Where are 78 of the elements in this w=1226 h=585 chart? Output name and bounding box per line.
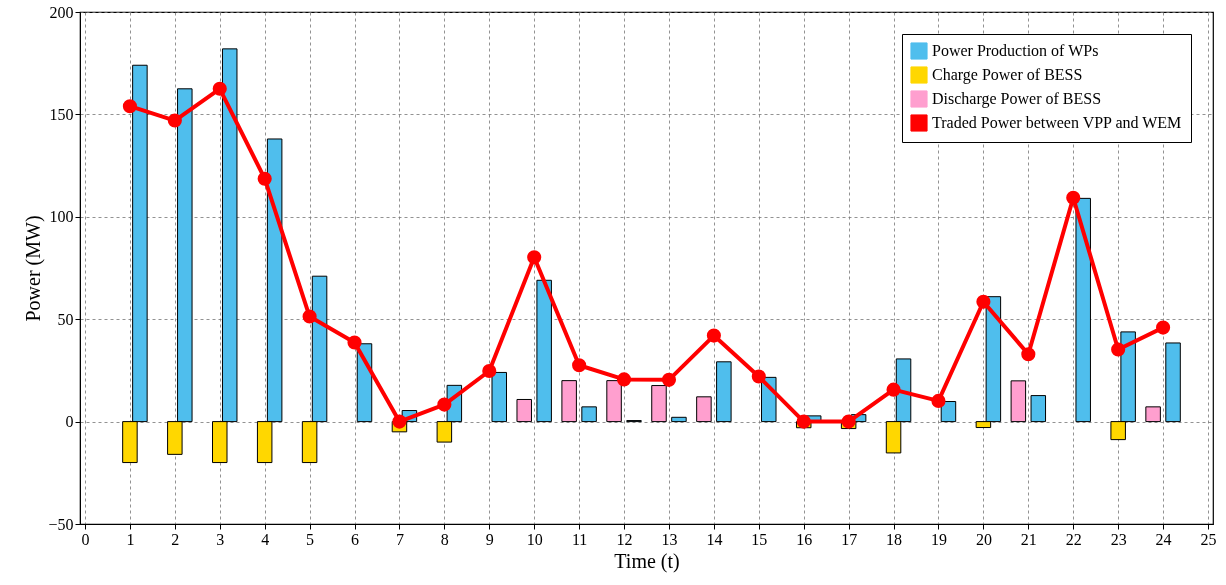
x-tick-label: 16 bbox=[796, 530, 813, 548]
legend-label: Charge Power of BESS bbox=[932, 66, 1083, 84]
x-tick-label: 2 bbox=[171, 530, 180, 548]
x-tick-label: 22 bbox=[1065, 530, 1082, 548]
y-tick-label: −50 bbox=[48, 515, 74, 533]
bar bbox=[651, 385, 667, 423]
bar bbox=[536, 279, 552, 423]
x-tick-label: 8 bbox=[440, 530, 449, 548]
point bbox=[257, 171, 272, 186]
bar bbox=[581, 406, 597, 423]
point bbox=[661, 372, 677, 387]
point bbox=[212, 81, 227, 96]
point bbox=[527, 250, 542, 265]
point bbox=[1066, 190, 1081, 205]
x-tick-label: 23 bbox=[1110, 530, 1127, 548]
x-tick-label: 11 bbox=[571, 530, 588, 548]
x-tick-label: 18 bbox=[886, 530, 903, 548]
legend-label: Traded Power between VPP and WEM bbox=[932, 114, 1182, 131]
x-tick-label: 20 bbox=[975, 530, 992, 548]
bar bbox=[1075, 197, 1091, 423]
bar bbox=[1030, 395, 1047, 423]
point bbox=[392, 414, 407, 429]
x-tick-label: 21 bbox=[1020, 530, 1037, 548]
bar bbox=[716, 361, 732, 423]
x-tick-label: 15 bbox=[751, 530, 768, 548]
x-tick-label: 17 bbox=[841, 530, 858, 548]
y-tick-label: 50 bbox=[57, 310, 74, 328]
point bbox=[572, 358, 587, 373]
bar bbox=[1010, 380, 1027, 423]
bar bbox=[1145, 406, 1161, 423]
y-tick-label: 150 bbox=[49, 105, 74, 123]
point bbox=[437, 397, 452, 412]
bar bbox=[1165, 342, 1181, 423]
point bbox=[302, 309, 317, 324]
x-axis-title: Time (t) bbox=[614, 549, 680, 573]
x-tick-label: 1 bbox=[126, 530, 135, 548]
legend-label: Discharge Power of BESS bbox=[932, 90, 1102, 108]
bar bbox=[516, 398, 532, 423]
bar bbox=[671, 416, 687, 423]
point bbox=[751, 369, 766, 384]
point bbox=[1021, 347, 1036, 362]
x-tick-label: 5 bbox=[306, 530, 315, 548]
bar bbox=[696, 396, 712, 423]
point bbox=[796, 414, 811, 429]
point bbox=[1111, 342, 1126, 357]
point bbox=[482, 363, 497, 379]
point bbox=[976, 294, 991, 309]
bar bbox=[561, 380, 577, 423]
y-tick-label: 0 bbox=[65, 413, 74, 431]
legend-label: Power Production of WPs bbox=[932, 42, 1099, 59]
y-tick-label: 200 bbox=[49, 3, 74, 21]
x-tick-label: 13 bbox=[661, 530, 678, 548]
x-tick-label: 14 bbox=[706, 530, 723, 548]
point bbox=[167, 113, 182, 128]
y-axis-title: Power (MW) bbox=[22, 215, 46, 322]
point bbox=[706, 328, 721, 343]
x-tick-label: 7 bbox=[395, 530, 404, 548]
x-tick-label: 9 bbox=[485, 530, 494, 548]
point bbox=[122, 99, 137, 114]
point bbox=[347, 335, 362, 350]
point bbox=[841, 414, 856, 429]
x-tick-label: 24 bbox=[1155, 530, 1172, 548]
x-tick-label: 25 bbox=[1200, 530, 1217, 548]
point bbox=[616, 372, 632, 387]
y-tick-label: 100 bbox=[49, 208, 74, 226]
x-tick-label: 4 bbox=[261, 530, 270, 548]
point bbox=[1156, 320, 1171, 335]
bar bbox=[491, 371, 507, 423]
point bbox=[931, 393, 946, 408]
x-tick-label: 6 bbox=[351, 530, 360, 548]
bar bbox=[940, 401, 957, 423]
x-tick-label: 19 bbox=[930, 530, 947, 548]
x-tick-label: 3 bbox=[216, 530, 225, 548]
bar bbox=[606, 380, 622, 423]
point bbox=[886, 382, 901, 397]
x-tick-label: 12 bbox=[616, 530, 633, 548]
x-tick-label: 0 bbox=[81, 530, 90, 548]
x-tick-label: 10 bbox=[526, 530, 543, 548]
